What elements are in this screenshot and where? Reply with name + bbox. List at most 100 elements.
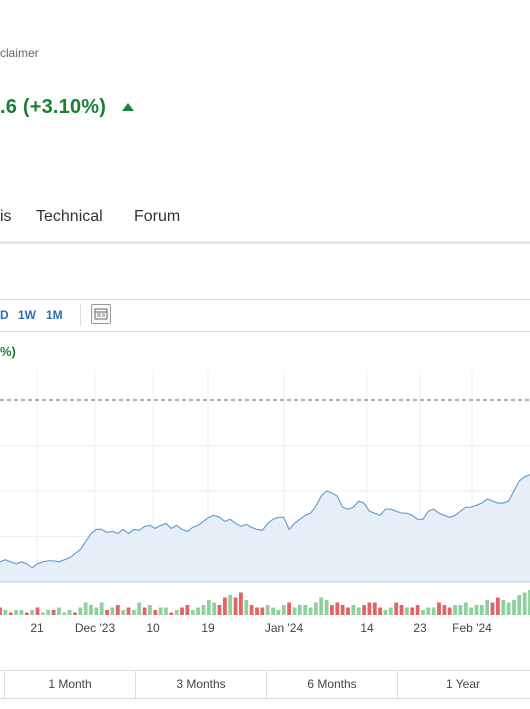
volume-bar-45 bbox=[239, 592, 243, 615]
volume-bar-82 bbox=[437, 602, 441, 615]
volume-bar-60 bbox=[319, 597, 324, 615]
volume-bar-88 bbox=[469, 607, 473, 615]
volume-bar-33 bbox=[174, 610, 179, 615]
volume-bar-23 bbox=[121, 610, 126, 615]
x-tick-label-2: 10 bbox=[146, 621, 160, 635]
volume-bar-3 bbox=[14, 610, 18, 615]
x-tick-label-0: 21 bbox=[30, 621, 44, 635]
volume-bar-86 bbox=[458, 605, 463, 615]
volume-bar-41 bbox=[217, 605, 222, 615]
volume-bar-44 bbox=[233, 597, 238, 615]
volume-bar-37 bbox=[196, 607, 200, 615]
volume-bar-1 bbox=[3, 610, 8, 615]
range-3-months[interactable]: 3 Months bbox=[135, 671, 266, 698]
volume-bar-6 bbox=[30, 610, 34, 615]
volume-bar-51 bbox=[271, 607, 275, 615]
volume-bar-50 bbox=[265, 605, 270, 615]
volume-bar-52 bbox=[276, 610, 281, 615]
volume-bar-22 bbox=[115, 605, 120, 615]
up-arrow-icon bbox=[122, 103, 134, 111]
volume-bar-59 bbox=[314, 602, 318, 615]
volume-bar-31 bbox=[164, 607, 168, 615]
price-chart[interactable]: 21 Dec '23 10 19 Jan '24 14 23 Feb '24 bbox=[0, 370, 530, 640]
volume-bar-38 bbox=[201, 605, 206, 615]
volume-bar-32 bbox=[169, 612, 174, 615]
volume-bar-16 bbox=[83, 602, 88, 615]
volume-bar-47 bbox=[249, 605, 254, 615]
volume-bar-30 bbox=[158, 607, 163, 615]
range-1-year[interactable]: 1 Year bbox=[397, 671, 528, 698]
volume-bar-90 bbox=[479, 605, 484, 615]
volume-bar-64 bbox=[340, 605, 345, 615]
volume-bar-80 bbox=[426, 607, 431, 615]
volume-bar-17 bbox=[89, 605, 93, 615]
tab-technical[interactable]: Technical bbox=[36, 208, 103, 225]
tab-analysis[interactable]: is bbox=[0, 208, 12, 225]
volume-bar-48 bbox=[255, 607, 259, 615]
volume-bar-81 bbox=[431, 607, 436, 615]
volume-bar-9 bbox=[46, 610, 51, 615]
volume-bar-71 bbox=[378, 607, 382, 615]
volume-bar-74 bbox=[394, 602, 399, 615]
volume-bar-2 bbox=[8, 612, 13, 615]
timeframe-day[interactable]: D bbox=[0, 308, 9, 322]
volume-bar-76 bbox=[405, 607, 409, 615]
volume-bar-10 bbox=[51, 610, 56, 615]
volume-bar-57 bbox=[303, 605, 308, 615]
volume-bar-19 bbox=[99, 602, 104, 615]
volume-bar-96 bbox=[512, 600, 516, 615]
price-line bbox=[0, 474, 530, 569]
volume-bar-49 bbox=[260, 607, 265, 615]
volume-bar-87 bbox=[463, 602, 468, 615]
tabs-divider bbox=[0, 241, 530, 244]
x-tick-label-4: Jan '24 bbox=[265, 621, 304, 635]
volume-bar-29 bbox=[153, 610, 158, 615]
volume-bar-97 bbox=[517, 595, 522, 615]
volume-bar-53 bbox=[281, 605, 286, 615]
volume-bar-18 bbox=[94, 607, 99, 615]
range-6-months[interactable]: 6 Months bbox=[266, 671, 397, 698]
x-tick-label-6: 23 bbox=[413, 621, 427, 635]
volume-bar-43 bbox=[228, 595, 233, 615]
volume-bar-85 bbox=[453, 605, 457, 615]
volume-bar-15 bbox=[78, 607, 83, 615]
volume-bar-58 bbox=[308, 607, 313, 615]
volume-bar-36 bbox=[190, 610, 195, 615]
toolbar-separator bbox=[80, 304, 81, 326]
volume-bar-70 bbox=[372, 602, 377, 615]
volume-bar-98 bbox=[522, 592, 527, 615]
volume-bar-34 bbox=[180, 607, 184, 615]
range-1-month[interactable]: 1 Month bbox=[4, 671, 135, 698]
volume-bar-66 bbox=[351, 605, 356, 615]
volume-bar-26 bbox=[137, 602, 142, 615]
volume-bar-11 bbox=[57, 607, 61, 615]
volume-bar-46 bbox=[244, 600, 249, 615]
volume-bar-55 bbox=[292, 607, 297, 615]
volume-bar-4 bbox=[19, 610, 24, 615]
timeframe-month[interactable]: 1M bbox=[46, 308, 63, 322]
volume-bar-39 bbox=[206, 600, 211, 615]
volume-bar-95 bbox=[506, 602, 511, 615]
timeframe-week[interactable]: 1W bbox=[18, 308, 36, 322]
layout-icon[interactable] bbox=[91, 304, 111, 324]
volume-bar-79 bbox=[421, 610, 425, 615]
disclaimer-link[interactable]: claimer bbox=[0, 46, 39, 60]
chart-toolbar bbox=[0, 299, 530, 332]
tab-forum[interactable]: Forum bbox=[134, 208, 181, 225]
volume-bar-61 bbox=[324, 600, 329, 615]
volume-bar-77 bbox=[410, 607, 415, 615]
volume-bar-67 bbox=[356, 607, 361, 615]
volume-bar-25 bbox=[132, 610, 136, 615]
volume-bar-42 bbox=[223, 597, 227, 615]
volume-bar-91 bbox=[485, 600, 490, 615]
volume-bars bbox=[0, 590, 530, 615]
volume-bar-94 bbox=[501, 600, 506, 615]
price-area bbox=[0, 474, 530, 582]
volume-bar-65 bbox=[346, 607, 350, 615]
layout-icon-glyph bbox=[94, 308, 108, 320]
volume-bar-0 bbox=[0, 607, 2, 615]
volume-bar-56 bbox=[297, 605, 302, 615]
volume-bar-40 bbox=[212, 602, 217, 615]
volume-bar-14 bbox=[73, 612, 77, 615]
volume-bar-20 bbox=[105, 610, 109, 615]
